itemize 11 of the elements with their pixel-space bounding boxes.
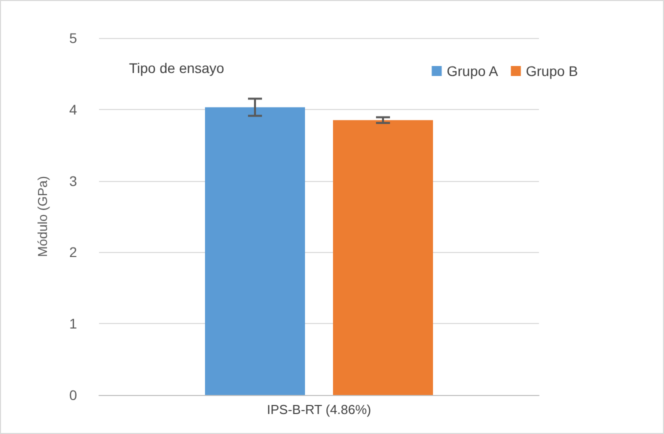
legend-title: Tipo de ensayo bbox=[129, 60, 224, 76]
y-axis-title: Módulo (GPa) bbox=[35, 176, 50, 257]
y-tick-label: 4 bbox=[69, 101, 78, 118]
legend-label: Grupo B bbox=[526, 63, 578, 79]
y-tick-label: 1 bbox=[69, 316, 78, 332]
y-tick-label: 2 bbox=[69, 244, 78, 260]
legend-label: Grupo A bbox=[446, 63, 499, 79]
y-tick-label: 0 bbox=[69, 387, 78, 403]
x-tick-label: IPS-B-RT (4.86%) bbox=[266, 402, 372, 417]
y-tick-label: 3 bbox=[69, 172, 78, 189]
y-tick-label: 5 bbox=[69, 30, 78, 46]
